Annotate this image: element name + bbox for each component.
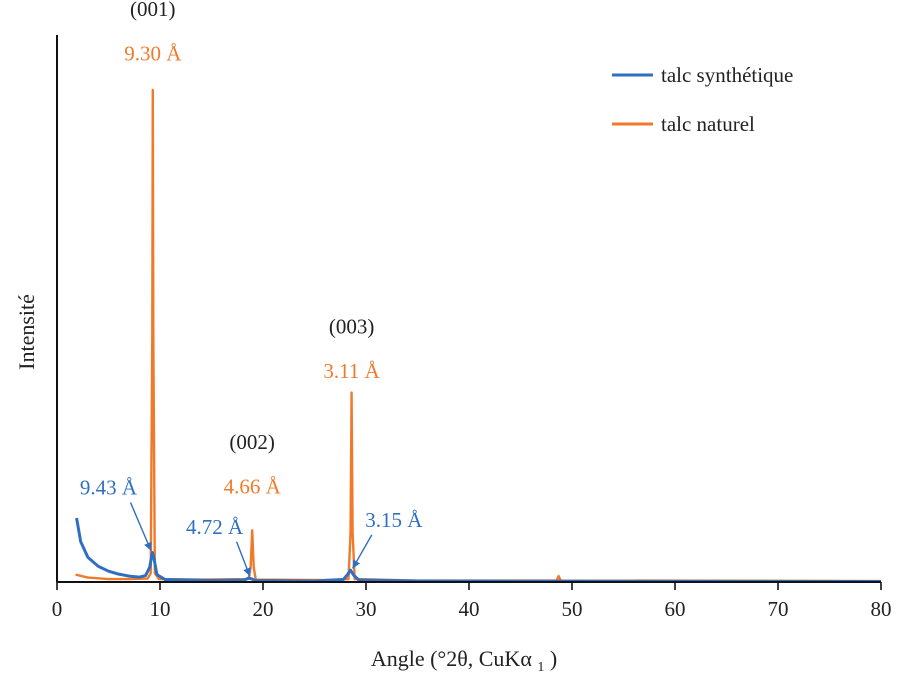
- x-tick-label: 30: [356, 597, 377, 621]
- series-line-talc-naturel: [75, 88, 882, 583]
- annotations: (001) 9.30 Å (002) 4.66 Å (003) 3.11 Å 9.43 Å 4…: [80, 0, 423, 577]
- annotation-label: 9.43 Å: [80, 475, 138, 499]
- x-tick-label: 10: [150, 597, 171, 621]
- x-tick-label: 70: [768, 597, 789, 621]
- series-line-talc-synth-tique: [75, 517, 882, 584]
- y-axis-label: Intensité: [14, 294, 39, 370]
- annotation-arrow-head: [352, 559, 361, 569]
- plot-area: [75, 88, 882, 584]
- annotation-label: (002): [229, 430, 275, 454]
- x-tick-label: 0: [52, 597, 63, 621]
- annotation-label: 4.72 Å: [186, 515, 244, 539]
- annotation-arrow-line: [129, 502, 152, 551]
- x-tick-label: 20: [253, 597, 274, 621]
- annotation-label: 9.30 Å: [124, 41, 182, 65]
- annotation-arrow-head: [243, 567, 251, 577]
- x-tick-label: 60: [665, 597, 686, 621]
- annotation-label: (001): [130, 0, 176, 21]
- annotation-arrow-head: [144, 541, 152, 551]
- legend-label-talc-synthetique: talc synthétique: [661, 63, 793, 87]
- annotation-label: 3.11 Å: [323, 359, 380, 383]
- legend: talc synthétique talc naturel: [612, 63, 793, 136]
- x-tick-label: 50: [562, 597, 583, 621]
- annotation-label: (003): [329, 315, 375, 339]
- x-axis-label: Angle (°2θ, CuKα 1 ): [371, 646, 557, 676]
- axes: 0 10 20 30 40 50 60 70 80: [52, 35, 892, 621]
- annotation-label: 4.66 Å: [224, 474, 282, 498]
- legend-label-talc-naturel: talc naturel: [661, 112, 755, 136]
- x-tick-label: 80: [871, 597, 892, 621]
- annotation-label: 3.15 Å: [365, 508, 423, 532]
- x-tick-label: 40: [459, 597, 480, 621]
